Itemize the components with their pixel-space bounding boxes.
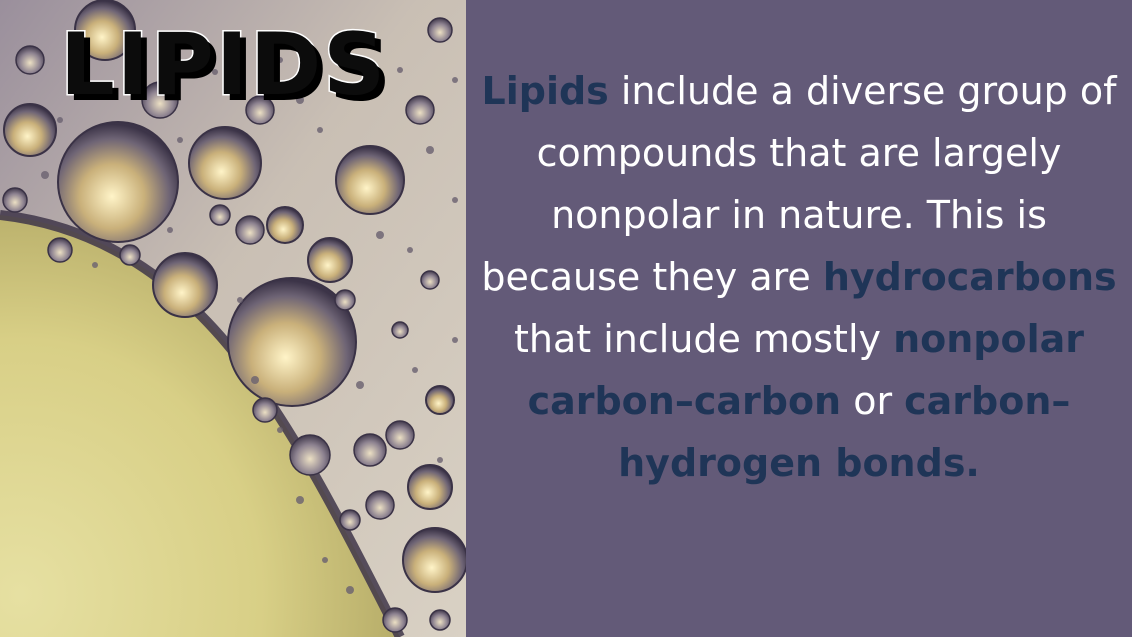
bubbles-illustration <box>0 0 466 637</box>
oil-bubbles-image: LIPIDS <box>0 0 466 637</box>
description-text-3: or <box>841 379 905 423</box>
term-carbon-hydrogen-bonds: carbon–hydrogen bonds. <box>618 379 1071 485</box>
term-carbon-carbon: nonpolar carbon–carbon <box>527 317 1085 423</box>
term-hydrocarbons: hydrocarbons <box>822 255 1117 299</box>
description-text-2: that include mostly <box>513 317 894 361</box>
description-text-1: include a diverse group of compounds tha… <box>481 69 1117 299</box>
text-panel: Lipids include a diverse group of compou… <box>466 0 1132 637</box>
term-lipids: Lipids <box>481 69 609 113</box>
lipids-description: Lipids include a diverse group of compou… <box>466 60 1132 494</box>
slide-title: LIPIDS <box>58 15 388 115</box>
